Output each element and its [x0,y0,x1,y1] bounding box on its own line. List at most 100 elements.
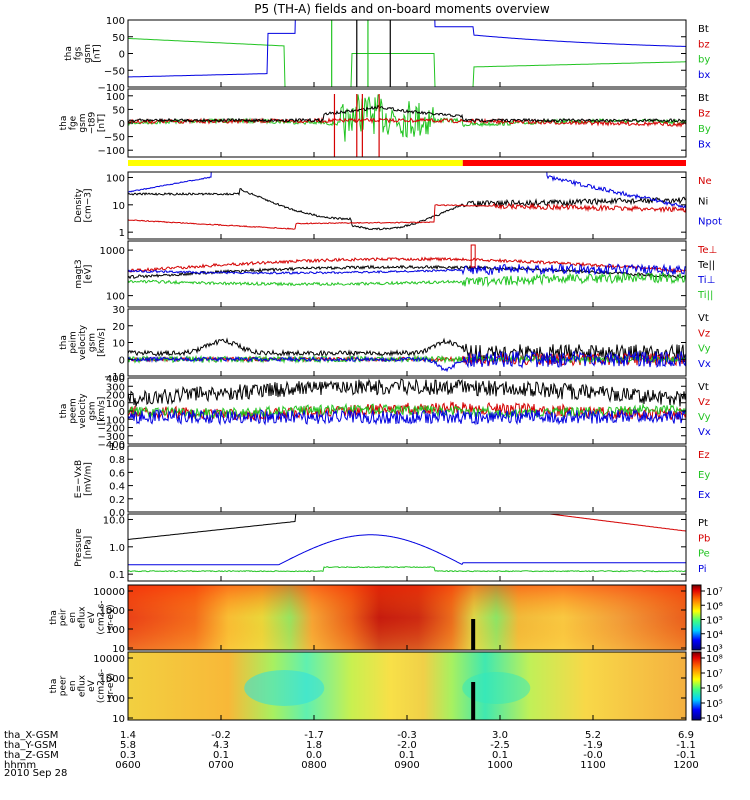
ylabel-line: sr-eV) [106,673,116,699]
te-perp-trace [128,258,686,273]
orbit-value: 1200 [673,760,698,771]
legend-Te⊥: Te⊥ [697,245,717,256]
legend-Vx: Vx [698,427,711,438]
y-tick-label: 0.2 [109,495,125,506]
panel-7-frame [128,446,686,512]
ylabel-line: Density [74,188,84,223]
overview-figure: P5 (TH-A) fields and on-board moments ov… [0,0,750,800]
y-tick-label: 50 [112,33,125,44]
orbit-value: 0900 [394,760,419,771]
by-trace [128,38,686,87]
ylabel-line: fge [69,115,79,130]
ylabel-line: [km/s] [97,328,107,357]
ylabel-line: eflux [78,674,88,697]
panel-8-plot [128,512,686,572]
ylabel-line: tha [59,404,69,419]
ne-trace [128,204,686,229]
colorbar-tick-label: 10⁶ [706,684,723,695]
y-tick-label: 10 [112,714,125,725]
legend-Ti||: Ti|| [697,290,713,301]
colorbar-tick-label: 10⁴ [706,714,723,725]
y-tick-label: 10000 [93,654,125,665]
colorbar-tick-label: 10⁷ [706,587,723,598]
y-tick-label: 1.0 [109,442,125,453]
y-tick-label: 0.6 [109,468,125,479]
ylabel-line: tha [59,116,69,131]
panel-4-plot [128,245,686,286]
colorbar-tick-label: 10⁵ [706,699,723,710]
legend-Pb: Pb [698,533,710,544]
legend-Bt: Bt [698,24,709,35]
electron-spectrogram [128,652,686,720]
ylabel-line: peer [59,675,69,696]
orbit-value: 0600 [115,760,140,771]
y-tick-label: 10.0 [103,515,125,526]
colorbar-tick-label: 10⁶ [706,601,723,612]
legend-bx: bx [698,70,710,81]
panel-9-plot [128,585,686,650]
y-tick-label: 100 [106,173,125,184]
orbit-value: 1100 [580,760,605,771]
ylabel-line: gsm [78,113,88,132]
y-tick-label: 100 [106,292,125,303]
ylabel-line: (cm2-s- [97,669,107,703]
ylabel-line: tha [49,610,59,625]
ylabel-line: tha [64,46,74,61]
panel-5: 3020100−10thapeimvelocitygsm[km/s]VtVzVy… [59,305,711,383]
y-tick-label: 100 [106,92,125,103]
panel-7-ylabel: E=−VxB[mV/m] [74,460,94,498]
ylabel-line: gsm [88,401,98,420]
y-tick-label: 1 [119,228,125,239]
orbit-value: 0800 [301,760,326,771]
ylabel-line: [mV/m] [84,462,94,496]
legend-Vx: Vx [698,359,711,370]
legend-Ti⊥: Ti⊥ [697,275,715,286]
y-tick-label: 10000 [93,587,125,598]
legend-Vt: Vt [698,382,709,393]
legend-Te||: Te|| [697,260,715,271]
legend-Vt: Vt [698,313,709,324]
date-label: 2010 Sep 28 [4,768,67,779]
colorbar-tick-label: 10⁸ [706,654,723,665]
legend-Ni: Ni [698,196,708,207]
pi-trace [128,535,686,565]
ylabel-line: −t89 [88,111,98,134]
panel-5-ylabel: thapeimvelocitygsm[km/s] [59,324,107,360]
panel-6: 4003002001000−100−200−300−400thapeemvelo… [59,374,711,451]
vt-trace [128,379,686,406]
panel-9: 10000100010010thapeirenefluxeV(cm2-s-sr-… [49,585,723,655]
colorbar [692,585,701,650]
ylabel-line: sr-eV) [106,604,116,630]
ylabel-line: velocity [78,324,88,360]
ylabel-line: fgs [74,46,84,60]
orbit-value: 1000 [487,760,512,771]
legend-Ne: Ne [698,176,712,187]
panel-10: 10000 1000 100 10 thapeerenefluxeV(cm2-s-sr-… [49,652,723,725]
ylabel-line: eflux [78,606,88,629]
legend-Vy: Vy [698,344,711,355]
legend-Pt: Pt [698,518,708,529]
y-tick-label: 0.8 [109,455,125,466]
data-gap [471,619,475,650]
colorbar-tick-label: 10⁷ [706,669,723,680]
panel-4-ylabel: magt3[eV] [74,259,94,288]
panel-1-ylabel: thafgsgsm[nT] [64,44,103,63]
panel-10-plot [128,652,686,720]
ylabel-line: (cm2-s- [97,600,107,634]
orbit-value: 0700 [208,760,233,771]
y-tick-label: 0 [119,50,125,61]
panels: 100500−50−100thafgsgsm[nT]Btbzbybx100500… [49,0,723,725]
panel-3-frame [128,172,686,239]
legend-Ez: Ez [698,450,710,461]
pe-trace [128,567,686,572]
legend-Bz: Bz [698,109,710,120]
status-bar-red [463,160,686,166]
panel-9-ylabel: thapeirenefluxeV(cm2-s-sr-eV) [49,600,116,634]
y-tick-label: 100 [106,16,125,27]
y-tick-label: 10 [112,201,125,212]
legend-By: By [698,124,711,135]
y-tick-label: 0.1 [109,570,125,581]
legend-Bx: Bx [698,140,711,151]
colorbar-tick-label: 10⁵ [706,616,723,627]
legend-Bt: Bt [698,93,709,104]
